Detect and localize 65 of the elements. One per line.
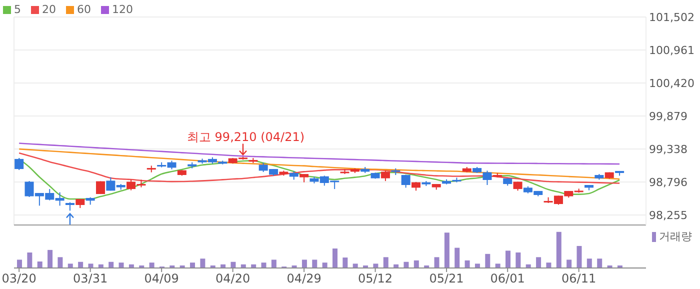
x-tick-label: 04/29 [286, 272, 322, 286]
bar [373, 264, 378, 268]
x-tick-label: 05/12 [358, 272, 393, 286]
y-tick-label: 101,502 [649, 10, 694, 24]
bar [302, 260, 307, 268]
bar [383, 257, 388, 268]
bar [190, 262, 196, 268]
bar [17, 260, 22, 268]
y-tick-label: 99,879 [649, 110, 688, 123]
annotation: 최고 99,210 (04/21) [186, 130, 305, 144]
line-series [18, 142, 620, 165]
candlestick [401, 174, 410, 188]
bar [506, 250, 510, 268]
bar [332, 248, 338, 268]
x-tick-label: 06/01 [490, 272, 525, 286]
bar [495, 264, 500, 268]
bar [118, 262, 124, 268]
bar [414, 260, 419, 268]
x-tick-label: 04/09 [144, 272, 179, 286]
x-tick-label: 04/20 [216, 272, 250, 286]
bar [342, 258, 348, 268]
candlestick [14, 157, 24, 170]
candlestick [482, 170, 492, 186]
bar [261, 262, 266, 268]
bar [546, 262, 552, 268]
bar [464, 260, 470, 268]
legend-label: 120 [112, 3, 133, 16]
bar [88, 264, 94, 268]
bar [271, 260, 276, 268]
y-tick-label: 100,420 [649, 76, 694, 90]
bar [576, 246, 582, 268]
bar [434, 257, 440, 268]
bar [556, 232, 562, 268]
bar [149, 262, 154, 268]
bar [597, 258, 602, 268]
bar [68, 264, 73, 268]
bar [586, 258, 592, 268]
bar [37, 262, 42, 268]
y-tick-label: 100,961 [649, 44, 694, 57]
y-tick-label: 98,255 [649, 208, 688, 222]
bar [516, 252, 521, 268]
bar [352, 264, 358, 268]
bar [200, 258, 206, 268]
bar [485, 254, 490, 268]
bar [444, 232, 450, 268]
bar [566, 260, 572, 268]
x-tick-label: 05/21 [429, 272, 464, 286]
candlestick [380, 170, 390, 182]
bar [48, 250, 53, 268]
bar [58, 257, 63, 268]
x-tick-label: 03/20 [2, 272, 36, 286]
y-tick-label: 98,796 [649, 176, 688, 189]
x-tick-label: 06/11 [562, 272, 596, 286]
legend-label: 20 [42, 3, 56, 16]
bar [322, 262, 328, 268]
bar [454, 248, 460, 268]
bar [474, 264, 480, 268]
legend-label: 60 [77, 3, 91, 16]
bar [312, 260, 318, 268]
x-tick-label: 03/31 [73, 272, 108, 286]
legend-label: 거래량 [659, 229, 692, 244]
y-tick-label: 99,338 [649, 142, 688, 156]
legend-label: 5 [14, 3, 21, 16]
bar [27, 252, 32, 268]
bar [536, 257, 542, 268]
